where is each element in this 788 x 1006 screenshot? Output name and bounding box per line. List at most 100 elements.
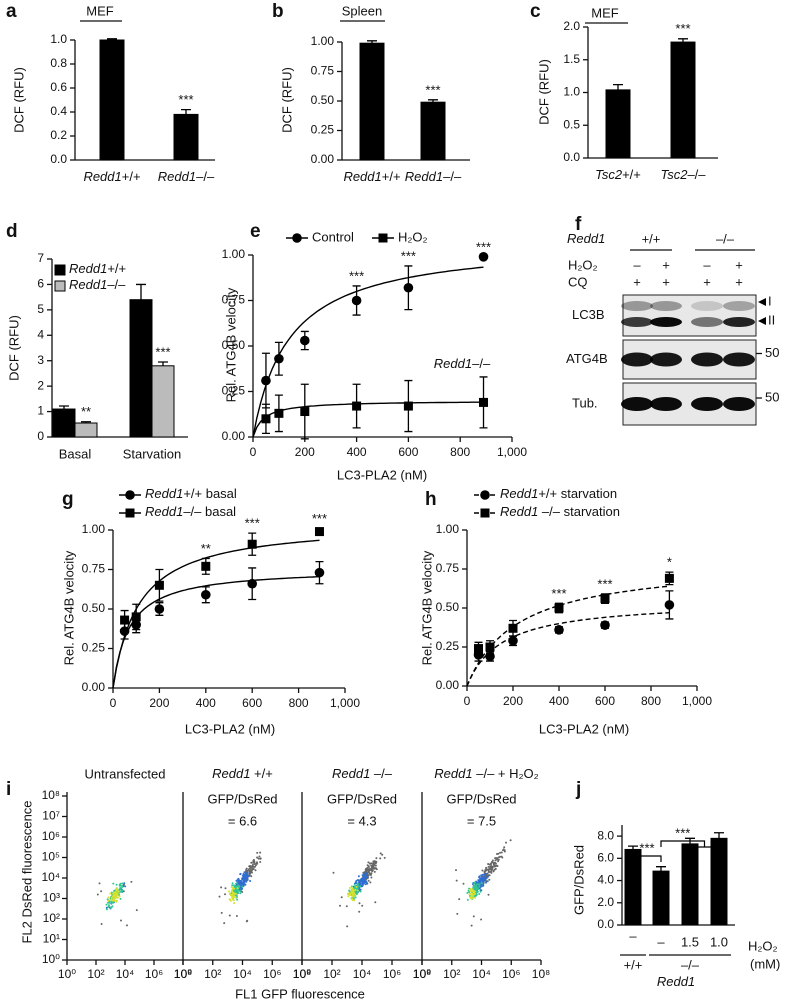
data-point bbox=[300, 335, 310, 346]
flow-event bbox=[486, 880, 489, 883]
form-arrow bbox=[758, 317, 766, 325]
data-point bbox=[201, 561, 211, 571]
flow-event bbox=[371, 867, 374, 870]
blot-gene: Redd1 bbox=[567, 231, 605, 246]
x-tick-label: 200 bbox=[503, 694, 523, 708]
flow-event bbox=[478, 893, 481, 895]
flow-event bbox=[107, 901, 109, 904]
bar bbox=[99, 39, 125, 161]
x-tick-label: 0 bbox=[110, 696, 117, 710]
x-tick-label: 600 bbox=[398, 445, 418, 459]
y-tick-label: 5 bbox=[37, 302, 44, 316]
flow-event bbox=[119, 897, 122, 900]
y-axis-label: DCF (RFU) bbox=[6, 315, 21, 381]
flow-event bbox=[251, 868, 254, 871]
flow-event bbox=[462, 882, 465, 885]
flow-event bbox=[497, 860, 500, 863]
flow-event bbox=[369, 881, 372, 884]
flow-event bbox=[479, 889, 482, 892]
flow-event bbox=[509, 839, 512, 842]
flow-event bbox=[105, 908, 108, 911]
flow-event bbox=[245, 880, 248, 883]
flow-event bbox=[356, 884, 359, 887]
bar bbox=[173, 113, 199, 161]
y-tick-label: 0.50 bbox=[311, 93, 335, 107]
flow-event bbox=[357, 879, 359, 881]
flow-event bbox=[381, 853, 384, 856]
flow-event bbox=[503, 846, 506, 849]
bracket bbox=[689, 846, 720, 851]
y-tick-label: 6 bbox=[37, 277, 44, 291]
flow-event bbox=[234, 893, 237, 895]
x-tick-label: 200 bbox=[149, 696, 169, 710]
flow-event bbox=[353, 899, 356, 902]
x-tick-label: 10⁴ bbox=[353, 967, 372, 981]
flow-event bbox=[229, 898, 231, 901]
significance: * bbox=[667, 555, 672, 570]
legend-swatch bbox=[54, 264, 66, 276]
flow-event bbox=[238, 885, 241, 888]
x-axis-label: LC3-PLA2 (nM) bbox=[539, 721, 629, 736]
data-point bbox=[274, 408, 284, 418]
flow-event bbox=[480, 882, 483, 884]
plot-title: Untransfected bbox=[85, 766, 166, 781]
flow-event bbox=[346, 925, 349, 928]
x-tick-label: 400 bbox=[196, 696, 216, 710]
flow-event bbox=[120, 885, 123, 887]
flow-event bbox=[367, 870, 370, 873]
flow-event bbox=[362, 872, 365, 875]
flow-event bbox=[360, 879, 362, 881]
flow-event bbox=[250, 861, 253, 864]
data-point bbox=[600, 594, 610, 604]
legend-label: Redd1+/+ basal bbox=[145, 486, 237, 501]
data-point bbox=[314, 567, 325, 578]
x-tick-label: Tsc2–/– bbox=[660, 167, 706, 182]
significance: *** bbox=[245, 516, 260, 531]
blot-band bbox=[650, 397, 682, 411]
y-tick-label: 2 bbox=[37, 378, 44, 392]
flow-event bbox=[234, 890, 237, 893]
flow-event bbox=[224, 893, 226, 896]
fit-curve bbox=[466, 585, 670, 687]
bar bbox=[605, 89, 631, 159]
y-tick-label: 10⁵ bbox=[42, 850, 60, 864]
fit-curve bbox=[252, 266, 484, 438]
y-tick-label: 1 bbox=[37, 404, 44, 418]
flow-event bbox=[499, 851, 502, 854]
y-tick-label: 1.00 bbox=[82, 522, 106, 536]
flow-event bbox=[350, 897, 353, 900]
flow-event bbox=[252, 863, 254, 866]
y-tick-label: 0.6 bbox=[50, 80, 67, 94]
y-tick-label: 0.75 bbox=[436, 561, 460, 575]
flow-event bbox=[470, 894, 473, 897]
data-point bbox=[403, 401, 413, 411]
flow-event bbox=[245, 869, 248, 871]
flow-event bbox=[480, 877, 482, 880]
flow-event bbox=[100, 890, 103, 893]
y-tick-label: 0.75 bbox=[311, 64, 335, 78]
y-tick-label: 0.50 bbox=[436, 600, 460, 614]
legend-label: Redd1–/– basal bbox=[145, 504, 236, 519]
bracket bbox=[660, 840, 706, 847]
y-axis-label: DCF (RFU) bbox=[536, 59, 551, 125]
flow-event bbox=[116, 892, 118, 895]
flow-event bbox=[111, 905, 114, 908]
x-tick-label: 0 bbox=[250, 445, 257, 459]
x-tick-label: Redd1–/– bbox=[158, 169, 215, 184]
flow-event bbox=[220, 886, 223, 889]
blot-band bbox=[691, 317, 723, 327]
flow-event bbox=[369, 868, 372, 871]
data-point bbox=[201, 589, 211, 600]
ratio-value: = 6.6 bbox=[228, 813, 257, 828]
y-axis-label: Rel. ATG4B velocity bbox=[61, 550, 76, 665]
flow-event bbox=[96, 893, 99, 896]
ratio-value: = 4.3 bbox=[347, 813, 376, 828]
y-tick-label: 0.00 bbox=[311, 152, 335, 166]
flow-event bbox=[487, 871, 490, 873]
x-tick-label: 800 bbox=[289, 696, 309, 710]
data-point bbox=[664, 600, 675, 610]
bar bbox=[151, 365, 175, 438]
flow-event bbox=[253, 861, 256, 864]
flow-event bbox=[120, 919, 122, 922]
significance: *** bbox=[178, 92, 193, 107]
